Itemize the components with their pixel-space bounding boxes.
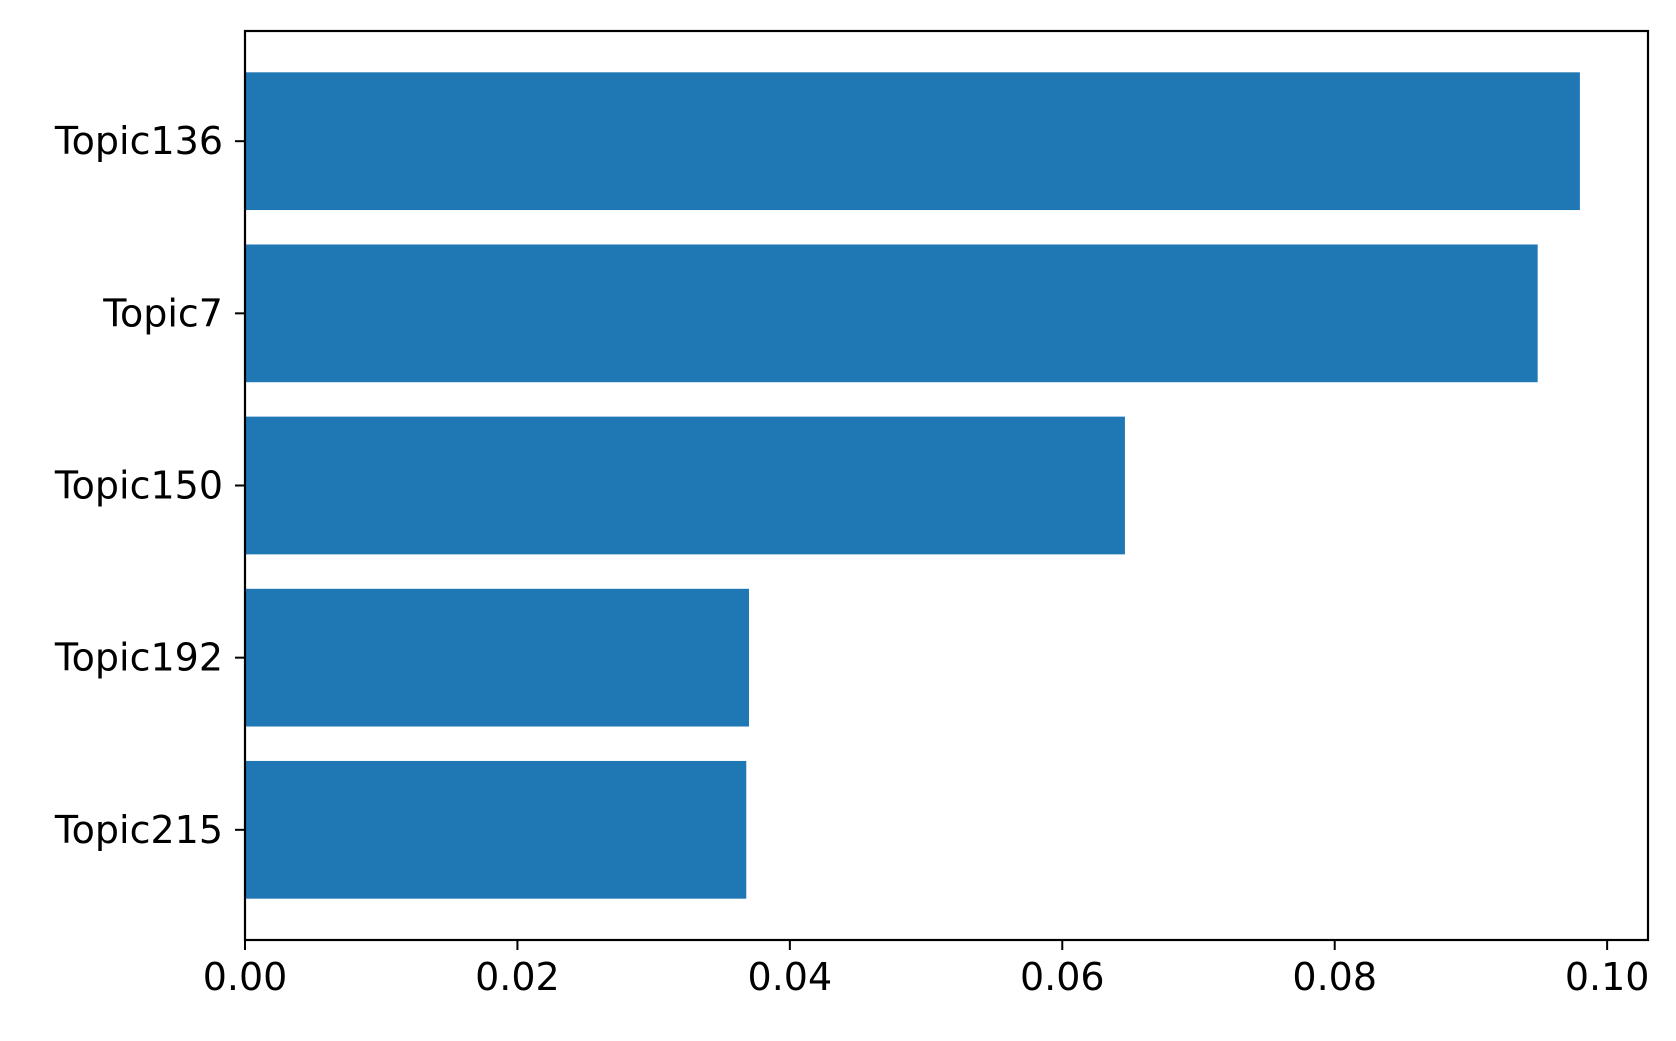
- x-tick-label: 0.02: [475, 955, 560, 999]
- plot-frame: [243, 29, 1650, 942]
- x-tick-label: 0.10: [1565, 955, 1650, 999]
- y-tick-label: Topic192: [54, 636, 223, 680]
- x-tick-label: 0.08: [1292, 955, 1377, 999]
- bars: [245, 72, 1580, 899]
- bar-topic150: [245, 416, 1125, 555]
- y-tick-label: Topic215: [54, 808, 223, 852]
- bar-topic192: [245, 588, 749, 727]
- y-tick-label: Topic136: [54, 119, 223, 163]
- bar-topic215: [245, 760, 747, 899]
- bar-topic136: [245, 72, 1580, 211]
- x-tick-label: 0.06: [1020, 955, 1105, 999]
- x-tick-label: 0.00: [203, 955, 288, 999]
- y-tick-label: Topic150: [54, 464, 223, 508]
- x-axis: 0.00 0.02 0.04 0.06 0.08 0.10: [203, 940, 1650, 999]
- y-tick-label: Topic7: [102, 291, 223, 335]
- bar-topic7: [245, 244, 1538, 383]
- y-axis: Topic136 Topic7 Topic150 Topic192 Topic215: [54, 119, 245, 852]
- x-tick-label: 0.04: [748, 955, 833, 999]
